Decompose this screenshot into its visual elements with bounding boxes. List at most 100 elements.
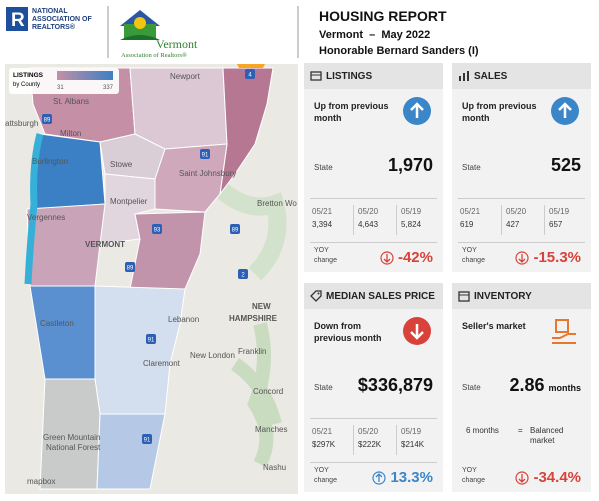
metric-card: INVENTORY Seller's market State 2.86 months 6… [452,283,591,492]
map-label: Newport [170,72,201,81]
note-symbol: = [518,426,523,435]
history-value: $297K [312,440,336,449]
nar-logo-text: ASSOCIATION OF [32,16,92,23]
yoy-change: 13.3% [372,469,433,486]
map-label: Green Mountain [43,433,100,442]
history-value: $222K [358,440,382,449]
card-header [304,63,443,89]
history-value: 657 [549,220,563,229]
trend-icon [403,97,431,125]
value-number: 2.86 [509,375,545,395]
history-value: 4,643 [358,220,379,229]
card-title: SALES [474,71,508,82]
nar-logo-text: NATIONAL [32,8,68,15]
card-header [452,283,591,309]
nar-logo [6,7,28,31]
trend-text: Up from previous month [314,101,389,123]
history-column: 05/20 4,643 [353,205,400,235]
map-label: Franklin [238,347,266,356]
vt-logo-sub: Association of Realtors® [121,52,187,59]
trend-text: Down from previous month [314,321,382,343]
yoy-change: -34.4% [515,469,581,486]
header: R NATIONAL ASSOCIATION OF REALTORS® Verm… [6,6,479,59]
map-label: Bretton Wo [257,199,297,208]
map-label: Saint Johnsbury [179,169,236,178]
terrain [230,322,282,468]
trend-icon [551,97,579,125]
map-label: Stowe [110,160,133,169]
yoy-icon [380,250,394,265]
report-subtitle: Vermont – May 2022 [319,29,430,41]
yoy-value: -42% [397,249,433,266]
history-period: 05/19 [549,207,570,216]
route-number: 91 [202,153,209,159]
state-value: $336,879 [358,375,433,396]
nar-logo-mark: R [11,10,25,31]
state-label: State [314,163,333,172]
yoy-label: YOY change [462,467,485,484]
map-label: Burlington [32,157,68,166]
yoy-value: -34.4% [533,469,581,486]
vt-logo-name: Vermont [156,37,198,51]
route-shield: 93 [152,224,162,234]
map-label: attsburgh [5,119,38,128]
yoy-icon [372,470,387,485]
card-icon [458,291,470,302]
route-shield: 91 [146,334,156,344]
state-label: State [314,383,333,392]
legend-gradient [57,71,113,80]
map-label: Claremont [143,359,181,368]
history-period: 05/19 [401,207,422,216]
map-label: National Forest [46,443,101,452]
report-title: HOUSING REPORT [319,8,447,24]
note-right: Balanced market [530,426,564,445]
yoy-value: -15.3% [533,249,581,266]
route-shield: 89 [125,262,135,272]
history-column: 05/19 $214K [396,425,443,455]
map-label: mapbox [27,477,55,486]
route-number: 2 [241,273,245,279]
state-value: 2.86 months [509,375,581,396]
report-member: Honorable Bernard Sanders (I) [319,45,479,57]
route-number: 4 [248,73,252,79]
card-icon [310,290,322,302]
note-left: 6 months [466,426,499,435]
route-number: 89 [232,228,239,234]
route-shield: 89 [42,114,52,124]
history-value: $214K [401,440,425,449]
history-period: 05/19 [401,427,422,436]
metric-card: SALES Up from previous month State 525 05/21… [452,63,591,272]
route-shield: 91 [142,434,152,444]
route-number: 91 [144,438,151,444]
route-shield: 4 [245,69,255,79]
history-period: 05/21 [312,207,333,216]
map-label: Montpelier [110,197,148,206]
trend-icon [403,317,431,345]
map-label: NEW [252,302,271,311]
card-title: LISTINGS [326,71,373,82]
card-header [452,63,591,89]
lake [24,133,44,285]
map-label: HAMPSHIRE [229,314,278,323]
value-number: 1,970 [387,155,433,175]
history-column: 05/19 5,824 [396,205,443,235]
history-period: 05/21 [312,427,333,436]
card-title: INVENTORY [474,291,532,302]
map-marker [237,64,265,68]
map-label: Lebanon [168,315,199,324]
map-label: Nashu [263,463,286,472]
route-number: 89 [127,266,134,272]
history-period: 05/21 [460,207,481,216]
card-icon [459,71,469,81]
legend-title: LISTINGS [13,72,44,79]
map-label: Milton [60,129,81,138]
route-number: 89 [44,118,51,124]
trend-icon [552,319,576,344]
card-header [304,283,443,309]
route-shield: 89 [230,224,240,234]
yoy-label: YOY change [314,467,337,484]
map-label: Vergennes [27,213,65,222]
yoy-label: YOY change [314,247,337,264]
state-label: State [462,383,481,392]
